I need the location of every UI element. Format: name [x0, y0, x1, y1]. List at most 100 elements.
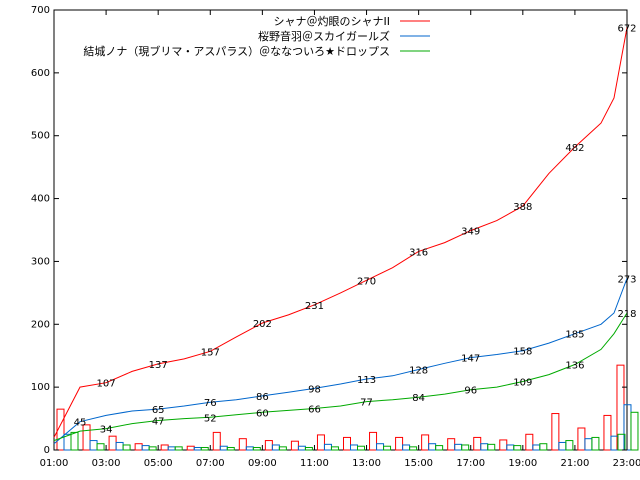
data-label: 147: [461, 354, 480, 365]
x-tick-label: 01:00: [40, 458, 69, 469]
data-label: 388: [513, 202, 532, 213]
y-tick-label: 200: [31, 319, 50, 330]
data-label: 60: [256, 408, 269, 419]
hourly-bar: [513, 445, 522, 451]
hourly-bar: [357, 445, 365, 451]
hourly-bar: [56, 408, 65, 451]
data-label: 47: [152, 416, 165, 427]
data-label: 52: [204, 413, 217, 424]
hourly-bar: [551, 413, 560, 451]
x-tick-label: 13:00: [352, 458, 381, 469]
data-label: 65: [152, 405, 165, 416]
data-label: 136: [565, 361, 584, 372]
hourly-bar: [304, 446, 313, 451]
hourly-bar: [369, 431, 378, 451]
data-label: 109: [513, 377, 532, 388]
hourly-bar: [383, 445, 392, 451]
hourly-bar: [435, 445, 444, 451]
hourly-bar: [584, 438, 593, 451]
hourly-bar: [343, 436, 351, 451]
data-label: 98: [308, 384, 321, 395]
data-label: 158: [513, 347, 532, 358]
x-tick-label: 15:00: [404, 458, 433, 469]
hourly-bar: [539, 443, 548, 451]
data-label: 218: [617, 309, 636, 320]
hourly-bar: [238, 438, 247, 451]
hourly-bar: [454, 443, 463, 451]
plot-frame: [53, 9, 628, 451]
hourly-bar: [506, 444, 515, 451]
y-tick-label: 700: [31, 5, 50, 16]
data-label: 270: [357, 276, 376, 287]
data-label: 84: [412, 393, 425, 404]
hourly-bar: [193, 446, 202, 451]
legend: シャナ＠灼眼のシャナII 桜野音羽＠スカイガールズ 結城ノナ（現ブリマ・アスパラ…: [83, 14, 430, 58]
hourly-bar: [577, 427, 586, 451]
data-label: 672: [617, 24, 636, 35]
x-tick-label: 23:00: [613, 458, 640, 469]
data-label: 157: [201, 347, 220, 358]
hourly-bar: [447, 438, 456, 451]
hourly-bar: [115, 441, 124, 451]
x-tick-label: 09:00: [248, 458, 277, 469]
hourly-bar: [532, 444, 541, 451]
hourly-bar: [350, 444, 358, 451]
data-label: 45: [74, 418, 87, 429]
hourly-bar: [186, 445, 195, 451]
data-label: 34: [100, 425, 113, 436]
hourly-bar: [89, 440, 98, 451]
hourly-bar: [122, 444, 131, 451]
data-label: 77: [360, 398, 373, 409]
hourly-bar: [617, 433, 626, 451]
hourly-bar: [167, 446, 176, 451]
hourly-bar: [290, 440, 299, 451]
y-tick-label: 300: [31, 256, 50, 267]
hourly-bar: [108, 435, 117, 451]
hourly-bar: [376, 443, 385, 451]
hourly-bar: [226, 446, 235, 451]
y-tick-label: 500: [31, 131, 50, 142]
hourly-bar: [160, 444, 169, 451]
hourly-bar: [245, 446, 254, 451]
hourly-bar: [96, 443, 105, 451]
series-line: [53, 278, 628, 445]
series-line: [53, 312, 628, 442]
data-label: 107: [97, 379, 116, 390]
y-axis: 0 100 200 300 400 500 600 700: [31, 5, 627, 456]
hourly-bar: [70, 431, 79, 451]
y-tick-label: 0: [44, 445, 50, 456]
hourly-bar: [219, 445, 228, 451]
x-tick-label: 07:00: [196, 458, 225, 469]
series-lines: [53, 27, 628, 445]
hourly-bar: [278, 446, 287, 451]
hourly-bar: [141, 445, 150, 451]
hourly-bar: [480, 443, 489, 451]
hourly-bar: [499, 439, 508, 451]
x-tick-label: 11:00: [300, 458, 329, 469]
series-line: [53, 27, 628, 438]
hourly-bar: [461, 444, 470, 451]
hourly-bar: [395, 436, 404, 451]
hourly-bar: [591, 436, 600, 451]
hourly-bar: [271, 444, 280, 451]
data-label: 128: [409, 366, 428, 377]
hourly-bar: [409, 446, 418, 451]
x-tick-label: 19:00: [508, 458, 537, 469]
data-label: 273: [617, 274, 636, 285]
legend-label-otowa: 桜野音羽＠スカイガールズ: [258, 29, 390, 43]
data-label: 76: [204, 398, 217, 409]
hourly-bar: [428, 443, 437, 451]
hourly-bar: [297, 445, 306, 451]
hourly-bar: [603, 414, 612, 451]
x-tick-label: 03:00: [92, 458, 121, 469]
hourly-bar: [82, 424, 91, 451]
data-label: 66: [308, 405, 321, 416]
legend-label-shana: シャナ＠灼眼のシャナII: [274, 14, 391, 28]
y-tick-label: 100: [31, 382, 50, 393]
y-tick-label: 600: [31, 68, 50, 79]
hourly-bar: [174, 446, 183, 451]
legend-label-nona: 結城ノナ（現ブリマ・アスパラス）＠ななついろ★ドロップス: [83, 44, 390, 58]
data-label: 96: [464, 386, 477, 397]
x-axis: 01:00 03:00 05:00 07:00 09:00 11:00 13:00 15:00…: [40, 10, 640, 469]
